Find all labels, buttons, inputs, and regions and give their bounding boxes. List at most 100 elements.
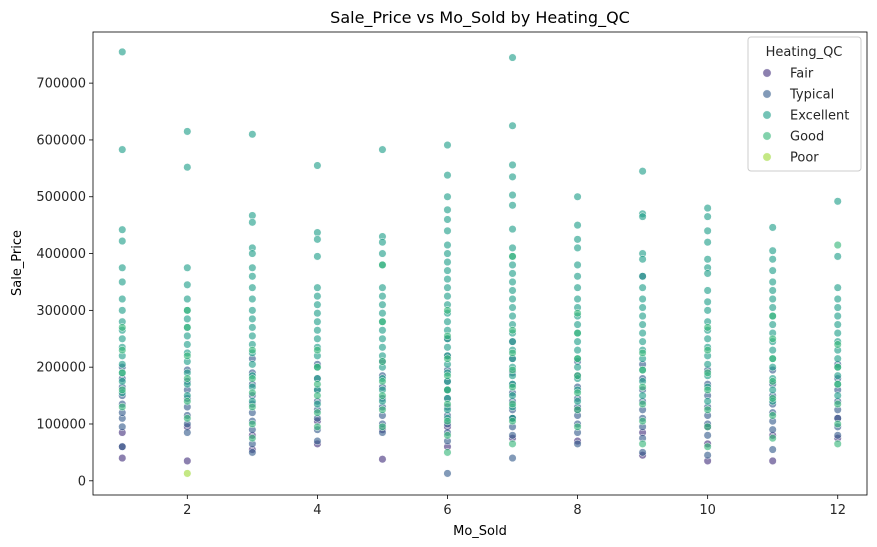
data-point	[508, 190, 517, 200]
data-point	[443, 258, 452, 267]
data-point	[118, 402, 127, 411]
data-point	[833, 354, 842, 363]
y-tick-label: 400000	[36, 247, 86, 262]
data-point	[508, 311, 517, 321]
data-point	[573, 346, 582, 355]
data-point	[118, 225, 127, 234]
legend-label: Excellent	[790, 109, 849, 124]
data-point	[378, 357, 387, 366]
data-point	[443, 354, 452, 363]
data-point	[183, 469, 192, 478]
legend-item: Excellent	[762, 109, 849, 124]
data-point	[508, 303, 517, 312]
data-point	[508, 439, 517, 448]
data-point	[638, 303, 647, 312]
data-point	[638, 400, 647, 409]
data-point	[638, 272, 647, 281]
data-point	[703, 360, 712, 369]
data-point	[573, 309, 582, 318]
data-point	[768, 320, 777, 329]
data-point	[313, 408, 322, 417]
data-point	[833, 400, 842, 409]
data-point	[248, 249, 257, 258]
data-point	[508, 431, 517, 440]
data-point	[313, 235, 322, 244]
data-point	[573, 329, 582, 338]
data-point	[573, 283, 582, 292]
data-point	[443, 215, 452, 224]
data-point	[248, 402, 257, 411]
data-point	[443, 240, 452, 250]
data-point	[768, 456, 777, 465]
legend-item: Good	[762, 130, 824, 145]
data-point	[443, 469, 452, 478]
legend-label: Good	[790, 130, 824, 145]
data-point	[443, 400, 452, 409]
data-point	[443, 266, 452, 275]
data-point	[183, 374, 192, 383]
data-point	[118, 263, 127, 272]
data-point	[638, 348, 647, 358]
data-point	[443, 205, 452, 214]
data-point	[833, 380, 842, 389]
y-tick-label: 500000	[36, 190, 86, 205]
data-point	[703, 212, 712, 221]
data-point	[443, 331, 452, 340]
data-point	[703, 346, 712, 355]
data-point	[508, 337, 517, 346]
data-point	[443, 317, 452, 326]
data-point	[573, 371, 582, 380]
data-point	[118, 360, 127, 369]
data-point	[313, 334, 322, 343]
data-point	[183, 397, 192, 406]
data-point	[638, 320, 647, 329]
data-point	[703, 297, 712, 306]
data-point	[768, 346, 777, 355]
data-point	[378, 238, 387, 247]
data-point	[313, 391, 322, 400]
data-point	[833, 197, 842, 206]
data-point	[248, 331, 257, 340]
data-point	[508, 225, 517, 234]
legend-item: Fair	[762, 67, 814, 82]
data-point	[118, 277, 127, 287]
data-point	[573, 221, 582, 230]
data-point	[508, 383, 517, 392]
series-typical	[118, 272, 842, 478]
y-tick-label: 700000	[36, 77, 86, 92]
data-point	[443, 171, 452, 180]
data-point	[248, 374, 257, 383]
data-point	[638, 448, 647, 457]
data-point	[118, 47, 127, 56]
data-point	[703, 422, 712, 431]
data-point	[833, 431, 842, 440]
data-point	[833, 311, 842, 321]
series-excellent	[118, 47, 842, 423]
data-point	[183, 456, 192, 465]
data-point	[443, 417, 452, 426]
legend-marker	[762, 131, 772, 141]
data-point	[378, 422, 387, 431]
data-point	[248, 218, 257, 227]
data-point	[313, 380, 322, 389]
data-point	[118, 377, 127, 386]
data-point	[313, 292, 322, 301]
data-point	[118, 334, 127, 343]
data-point	[573, 294, 582, 304]
data-point	[508, 53, 517, 62]
data-point	[118, 368, 127, 377]
data-point	[573, 354, 582, 363]
data-point	[183, 414, 192, 423]
data-point	[833, 303, 842, 312]
x-axis-label: Mo_Sold	[453, 524, 507, 539]
data-point	[508, 365, 517, 375]
legend-label: Typical	[789, 88, 834, 103]
data-point	[703, 385, 712, 394]
y-axis-ticks: 0 100000 200000 300000 400000 500000 600000 700…	[36, 77, 93, 489]
data-point	[248, 314, 257, 323]
data-point	[508, 243, 517, 252]
data-point	[833, 240, 842, 250]
data-point	[118, 454, 127, 463]
data-point	[768, 277, 777, 287]
data-point	[313, 346, 322, 355]
